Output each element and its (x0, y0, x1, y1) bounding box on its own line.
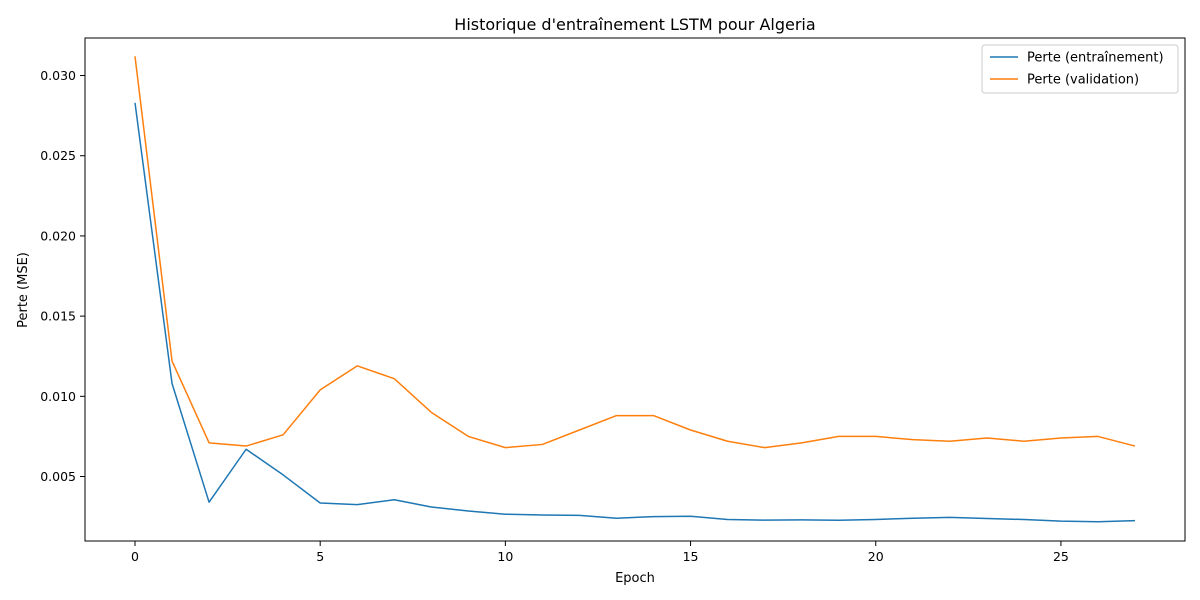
series-line-0 (134, 102, 1136, 523)
x-tick-label: 20 (868, 549, 884, 564)
legend: Perte (entraînement) Perte (validation) (981, 44, 1179, 94)
legend-entry-1: Perte (validation) (1027, 73, 1139, 88)
plot-area: 0 5 10 15 20 25 0.005 0.010 0.015 0.020 0.025 0.030 (40, 37, 1186, 564)
y-tick-label: 0.025 (40, 148, 76, 163)
y-tick-label: 0.020 (40, 228, 76, 243)
x-tick-label: 5 (316, 549, 324, 564)
legend-box (981, 44, 1179, 94)
x-tick-label: 0 (131, 549, 139, 564)
series-line-1 (134, 56, 1136, 449)
legend-entry-0: Perte (entraînement) (1027, 51, 1164, 66)
chart-title: Historique d'entraînement LSTM pour Alge… (454, 15, 815, 34)
plot-frame (84, 37, 1186, 542)
y-axis-label: Perte (MSE) (16, 252, 31, 328)
x-axis-label: Epoch (615, 571, 655, 586)
y-tick-label: 0.005 (40, 469, 76, 484)
y-tick-label: 0.030 (40, 68, 76, 83)
y-tick-label: 0.010 (40, 389, 76, 404)
x-tick-label: 15 (683, 549, 699, 564)
x-tick-label: 10 (497, 549, 513, 564)
x-tick-label: 25 (1053, 549, 1069, 564)
y-tick-label: 0.015 (40, 309, 76, 324)
